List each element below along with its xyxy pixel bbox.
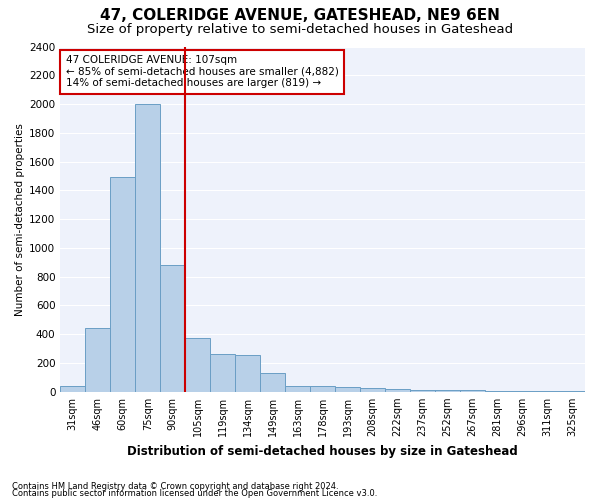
Text: 47, COLERIDGE AVENUE, GATESHEAD, NE9 6EN: 47, COLERIDGE AVENUE, GATESHEAD, NE9 6EN [100,8,500,22]
Text: 47 COLERIDGE AVENUE: 107sqm
← 85% of semi-detached houses are smaller (4,882)
14: 47 COLERIDGE AVENUE: 107sqm ← 85% of sem… [65,55,338,88]
Bar [285,386,310,392]
Bar [310,386,335,392]
Bar [260,373,285,392]
Text: Contains HM Land Registry data © Crown copyright and database right 2024.: Contains HM Land Registry data © Crown c… [12,482,338,491]
Bar [535,391,560,392]
Bar [235,355,260,392]
Bar [460,390,485,392]
Bar [385,389,410,392]
Bar [410,390,435,392]
Bar [360,388,385,392]
Bar [135,104,160,392]
Bar [435,390,460,392]
Bar [510,391,535,392]
Bar [210,354,235,392]
Bar [185,338,210,392]
X-axis label: Distribution of semi-detached houses by size in Gateshead: Distribution of semi-detached houses by … [127,444,518,458]
Bar [485,391,510,392]
Y-axis label: Number of semi-detached properties: Number of semi-detached properties [15,122,25,316]
Bar [335,388,360,392]
Bar [110,178,135,392]
Text: Size of property relative to semi-detached houses in Gateshead: Size of property relative to semi-detach… [87,22,513,36]
Bar [560,391,585,392]
Bar [85,328,110,392]
Bar [60,386,85,392]
Text: Contains public sector information licensed under the Open Government Licence v3: Contains public sector information licen… [12,489,377,498]
Bar [160,265,185,392]
